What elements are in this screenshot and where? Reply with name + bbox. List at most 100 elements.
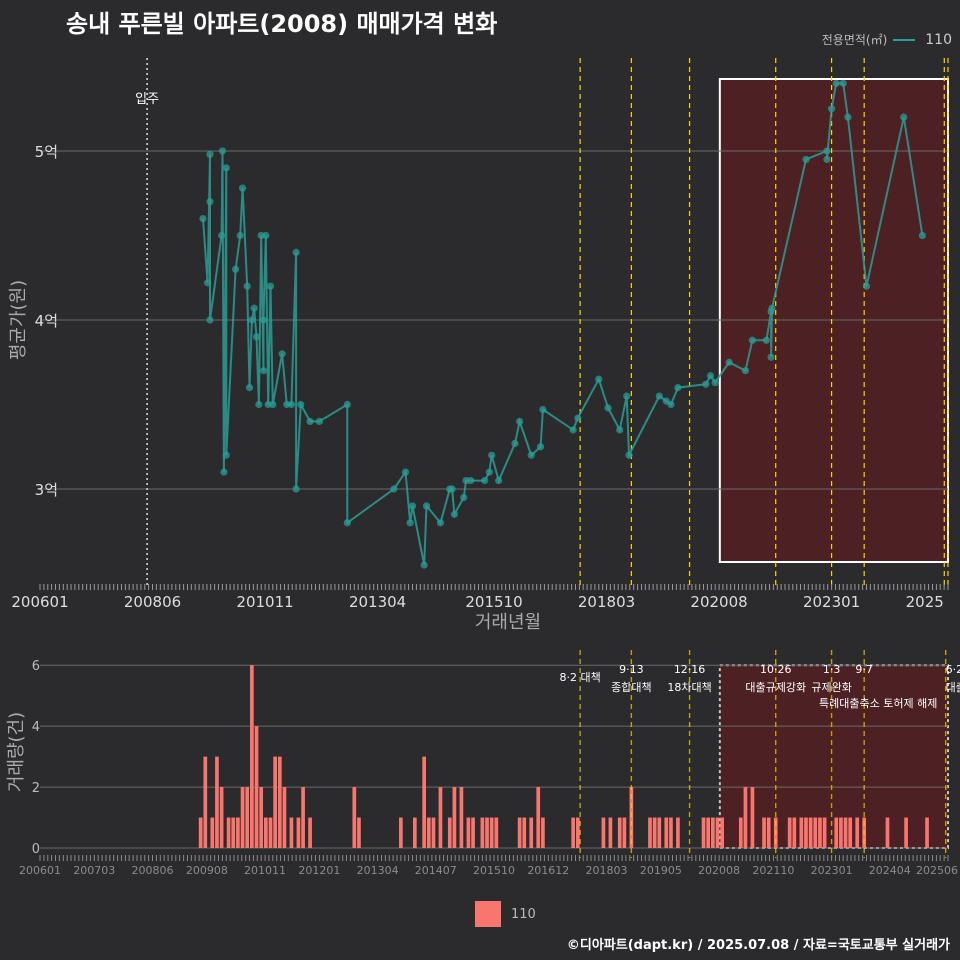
price-point-14 xyxy=(245,384,254,392)
price-point-60 xyxy=(595,375,603,383)
volume-bar-69 xyxy=(792,817,797,848)
price-x-tick-label: 200806 xyxy=(124,593,181,611)
volume-bar-26 xyxy=(422,756,426,848)
volume-bar-29 xyxy=(438,787,443,848)
policy-detail-6: 대출규제 xyxy=(946,681,960,694)
volume-bar-8 xyxy=(240,787,245,848)
price-point-45 xyxy=(450,510,459,518)
volume-bar-22 xyxy=(352,787,357,848)
volume-bar-6 xyxy=(231,817,236,848)
price-legend-title: 전용면적(㎡) xyxy=(821,33,888,47)
price-point-26 xyxy=(278,350,286,358)
price-point-50 xyxy=(485,468,493,476)
volume-bar-30 xyxy=(447,817,452,848)
price-point-74 xyxy=(748,336,757,344)
price-point-52 xyxy=(495,476,503,485)
price-point-40 xyxy=(420,561,428,569)
price-point-62 xyxy=(616,426,624,434)
volume-bar-59 xyxy=(711,817,715,848)
price-point-54 xyxy=(516,417,524,426)
volume-x-axis-ticks xyxy=(39,855,949,861)
volume-x-tick-label: 201407 xyxy=(415,864,457,877)
volume-bar-84 xyxy=(925,817,929,848)
volume-bar-46 xyxy=(601,817,606,848)
volume-x-tick-label: 200908 xyxy=(186,864,228,877)
volume-bar-33 xyxy=(466,817,471,848)
volume-bar-55 xyxy=(669,817,673,848)
volume-bar-78 xyxy=(843,817,848,848)
volume-bar-73 xyxy=(813,817,818,848)
volume-bar-63 xyxy=(743,787,748,848)
volume-x-tick-label: 201011 xyxy=(244,864,286,877)
price-point-39 xyxy=(408,502,417,510)
volume-bar-24 xyxy=(399,817,403,848)
price-point-30 xyxy=(292,485,300,493)
price-point-56 xyxy=(536,443,545,451)
volume-x-tick-label: 201905 xyxy=(640,864,682,877)
volume-bar-23 xyxy=(357,817,361,848)
price-point-87 xyxy=(900,113,908,121)
volume-bar-7 xyxy=(236,817,240,848)
price-point-3 xyxy=(206,198,214,206)
price-point-82 xyxy=(827,105,836,113)
volume-bar-42 xyxy=(536,787,541,848)
volume-bar-28 xyxy=(431,817,436,848)
volume-bar-44 xyxy=(571,817,576,848)
price-point-6 xyxy=(218,147,227,155)
volume-bar-68 xyxy=(787,817,792,848)
price-y-tick-label: 3억 xyxy=(35,481,58,499)
price-point-12 xyxy=(238,184,247,192)
volume-x-tick-label: 201510 xyxy=(473,864,515,877)
volume-legend: 110 xyxy=(475,901,536,927)
volume-bar-65 xyxy=(762,817,766,848)
price-x-axis-title: 거래년월 xyxy=(475,612,541,633)
price-point-33 xyxy=(315,417,323,426)
volume-bar-25 xyxy=(412,817,417,848)
price-point-81 xyxy=(823,155,831,164)
volume-x-tick-label: 202404 xyxy=(869,864,911,877)
credit-line: ©디아파트(dapt.kr) / 2025.07.08 / 자료=국토교통부 실… xyxy=(566,938,950,953)
price-point-63 xyxy=(623,392,631,400)
price-y-tick-label: 4억 xyxy=(35,312,58,330)
price-point-8 xyxy=(222,164,230,172)
volume-bar-51 xyxy=(648,817,652,848)
price-point-7 xyxy=(220,468,228,476)
price-y-tick-label: 5억 xyxy=(35,143,58,161)
volume-x-tick-label: 201304 xyxy=(357,864,399,877)
volume-bar-79 xyxy=(848,817,853,848)
price-point-48 xyxy=(467,476,475,485)
policy-label-3: 10·26 xyxy=(760,663,792,676)
volume-bar-4 xyxy=(219,787,224,848)
price-x-tick-label: 200601 xyxy=(11,593,68,611)
volume-bar-43 xyxy=(541,817,545,848)
volume-bar-15 xyxy=(273,756,277,848)
price-legend-swatch xyxy=(893,38,916,41)
volume-bar-47 xyxy=(608,817,613,848)
price-point-21 xyxy=(259,316,268,324)
price-point-32 xyxy=(306,417,314,426)
price-point-0 xyxy=(199,214,207,223)
volume-bar-9 xyxy=(245,787,250,848)
price-x-tick-label: 2025 xyxy=(906,593,944,611)
policy-detail-1: 종합대책 xyxy=(611,681,651,694)
price-point-71 xyxy=(711,378,719,387)
volume-bar-80 xyxy=(855,817,860,848)
price-point-61 xyxy=(604,404,612,412)
volume-bar-39 xyxy=(517,817,522,848)
price-point-13 xyxy=(243,282,251,290)
policy-label-1: 9·13 xyxy=(619,663,644,676)
price-point-42 xyxy=(436,519,445,527)
price-point-16 xyxy=(250,304,258,312)
volume-bar-76 xyxy=(834,817,839,848)
price-point-35 xyxy=(343,519,351,527)
price-point-59 xyxy=(574,414,582,422)
price-point-69 xyxy=(702,380,710,388)
policy-label-4: 1·3 xyxy=(823,663,841,676)
price-point-49 xyxy=(481,476,489,485)
policy-label-5: 9·7 xyxy=(855,663,873,676)
volume-bar-5 xyxy=(226,817,231,848)
volume-legend-label: 110 xyxy=(511,906,536,922)
price-point-5 xyxy=(218,231,226,240)
volume-y-axis-title: 거래량(건) xyxy=(6,712,27,792)
